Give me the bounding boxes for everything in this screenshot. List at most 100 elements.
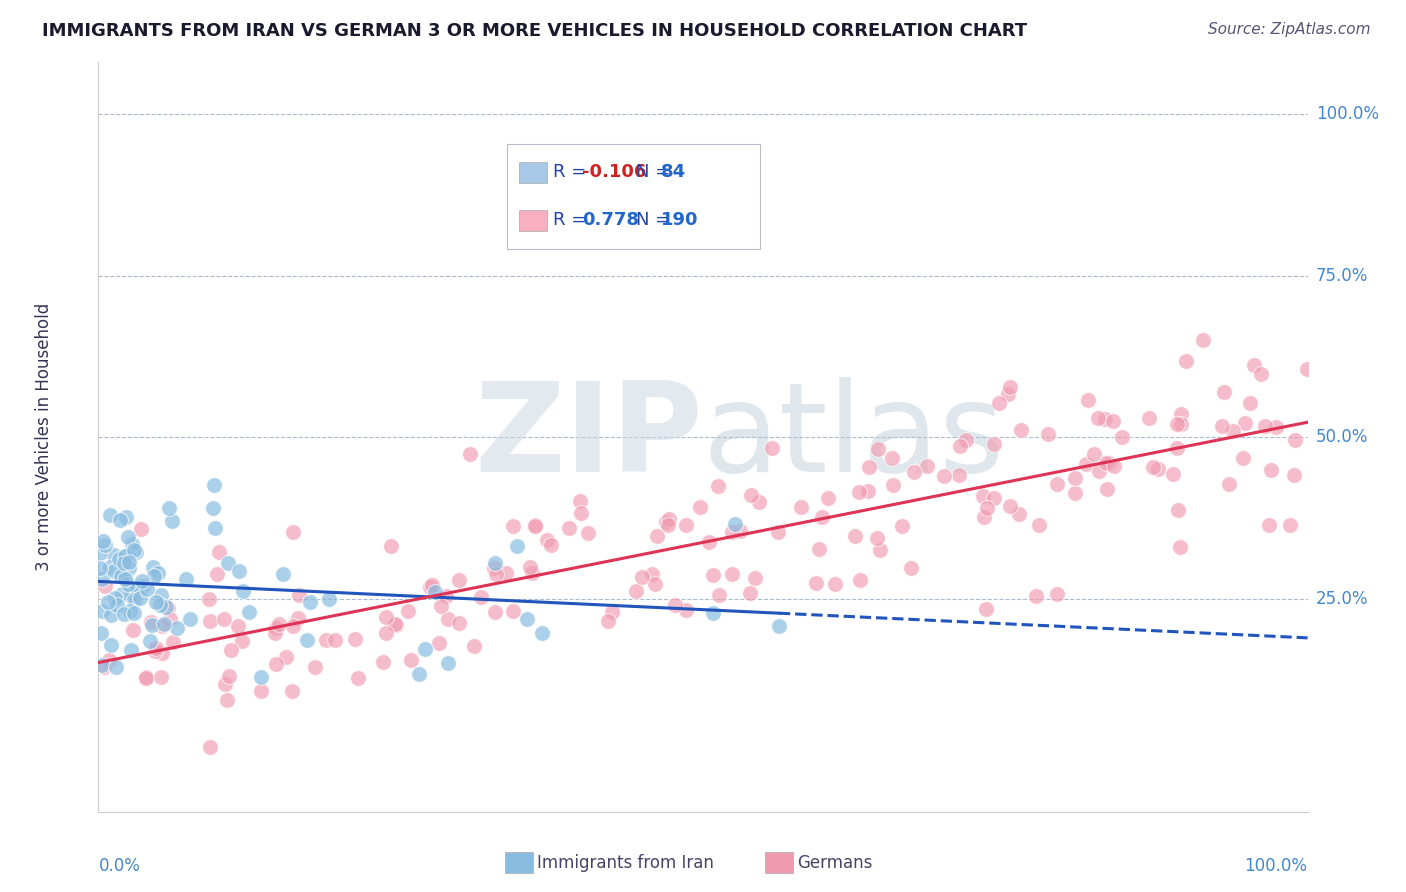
Point xyxy=(1087,410,1109,425)
Point xyxy=(1170,417,1192,431)
Point xyxy=(207,545,229,559)
Point xyxy=(702,606,724,620)
Point xyxy=(288,588,311,602)
Point xyxy=(121,587,143,601)
Point xyxy=(707,479,730,493)
Point xyxy=(484,556,506,570)
Point xyxy=(844,529,866,543)
Point xyxy=(523,518,546,533)
Point xyxy=(110,586,132,600)
Point xyxy=(558,521,581,535)
Text: 75.0%: 75.0% xyxy=(1316,267,1368,285)
Point xyxy=(1101,414,1123,428)
Point xyxy=(103,564,125,578)
Point xyxy=(1211,419,1233,434)
Point xyxy=(569,494,592,508)
Point xyxy=(596,614,619,628)
Point xyxy=(108,552,131,566)
Point xyxy=(132,579,155,593)
Point xyxy=(408,666,430,681)
Point xyxy=(1239,396,1261,410)
Point xyxy=(98,508,121,523)
Point xyxy=(891,518,914,533)
Point xyxy=(114,572,136,586)
Point xyxy=(228,564,250,578)
Point xyxy=(318,591,340,606)
Point xyxy=(315,632,337,647)
Point xyxy=(347,671,370,685)
Point xyxy=(142,559,165,574)
Point xyxy=(149,588,172,602)
Point xyxy=(848,484,870,499)
Point xyxy=(91,533,114,548)
Point xyxy=(1083,447,1105,461)
Text: N =: N = xyxy=(636,211,676,229)
Point xyxy=(218,668,240,682)
Text: ZIP: ZIP xyxy=(474,376,703,498)
Point xyxy=(110,513,132,527)
Point xyxy=(118,561,141,575)
Text: 0.778: 0.778 xyxy=(582,211,640,229)
Point xyxy=(384,616,406,631)
Point xyxy=(112,607,135,621)
Point xyxy=(420,578,443,592)
Point xyxy=(1243,359,1265,373)
Point xyxy=(375,609,398,624)
Point xyxy=(761,442,783,456)
Point xyxy=(998,380,1021,394)
Point xyxy=(484,605,506,619)
Point xyxy=(675,517,697,532)
Point xyxy=(1097,482,1119,496)
Point xyxy=(162,634,184,648)
Point xyxy=(748,495,770,509)
Point xyxy=(766,524,789,539)
Point xyxy=(482,561,505,575)
Point xyxy=(436,656,458,670)
Point xyxy=(97,595,120,609)
Point xyxy=(998,499,1021,513)
Point xyxy=(204,521,226,535)
Text: 0.0%: 0.0% xyxy=(98,856,141,875)
Point xyxy=(502,604,524,618)
Point xyxy=(100,638,122,652)
Point xyxy=(1284,433,1306,447)
Point xyxy=(1232,450,1254,465)
Point xyxy=(98,652,121,666)
Point xyxy=(150,619,173,633)
Point xyxy=(495,566,517,580)
Point xyxy=(304,660,326,674)
Point xyxy=(198,614,221,628)
Point xyxy=(721,524,744,539)
Point xyxy=(145,595,167,609)
Point xyxy=(485,567,508,582)
Point xyxy=(647,529,669,543)
Point xyxy=(697,535,720,549)
Point xyxy=(141,617,163,632)
Text: R =: R = xyxy=(553,163,592,181)
Point xyxy=(626,584,648,599)
Point xyxy=(263,625,285,640)
Point xyxy=(974,602,997,616)
Point xyxy=(1064,485,1087,500)
Point xyxy=(1010,423,1032,437)
Point xyxy=(299,595,322,609)
Point xyxy=(139,634,162,648)
Point xyxy=(114,549,136,563)
Point xyxy=(571,506,593,520)
Point xyxy=(419,580,441,594)
Point xyxy=(121,537,143,551)
Point xyxy=(94,538,117,552)
Point xyxy=(121,623,143,637)
Point xyxy=(536,533,558,547)
Point xyxy=(1167,502,1189,516)
Text: 84: 84 xyxy=(661,163,686,181)
Point xyxy=(343,632,366,647)
Point xyxy=(295,633,318,648)
Point xyxy=(437,611,460,625)
Point xyxy=(707,588,730,602)
Text: Immigrants from Iran: Immigrants from Iran xyxy=(537,855,714,872)
Point xyxy=(988,396,1011,410)
Point xyxy=(396,604,419,618)
Point xyxy=(267,617,290,632)
Point xyxy=(1137,411,1160,425)
